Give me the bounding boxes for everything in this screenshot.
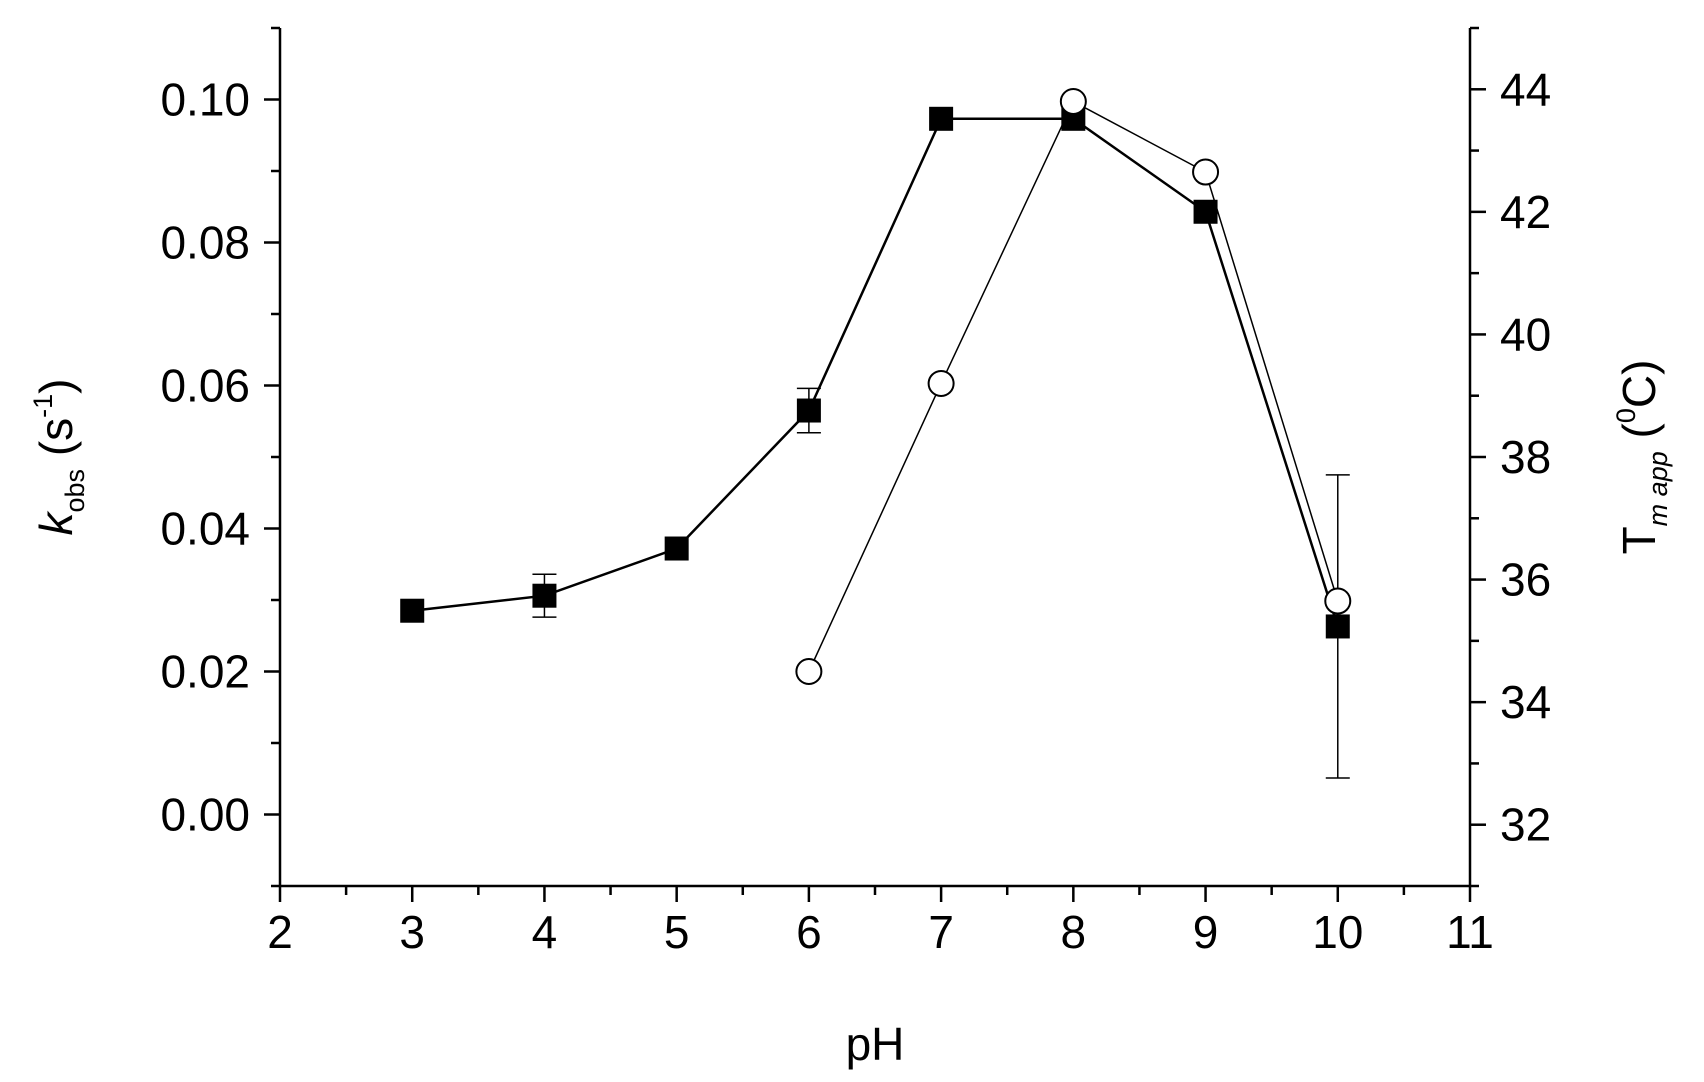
x-tick-label: 7 [928,906,954,958]
y-right-tick-label: 44 [1500,63,1551,115]
data-point-square [929,106,954,131]
x-tick-label: 6 [796,906,822,958]
data-point-square [400,598,425,623]
data-point-circle [1324,587,1352,615]
data-point-circle [1192,158,1220,186]
y-left-tick-label: 0.00 [160,789,250,841]
data-point-square [1193,199,1218,224]
x-tick-label: 9 [1193,906,1219,958]
x-tick-label: 2 [267,906,293,958]
y-right-axis-title: Tm app (0C) [1611,360,1673,555]
y-right-tick-label: 40 [1500,308,1551,360]
y-left-tick-label: 0.08 [160,217,250,269]
y-right-tick-label: 38 [1500,431,1551,483]
y-left-tick-label: 0.10 [160,74,250,126]
y-left-tick-label: 0.06 [160,360,250,412]
y-left-tick-label: 0.02 [160,646,250,698]
y-left-axis-title-text: kobs (s-1) [28,379,90,536]
y-left-tick-label: 0.04 [160,503,250,555]
data-point-square [532,583,557,608]
y-left-axis-title: kobs (s-1) [28,379,90,536]
data-point-square [664,536,689,561]
x-tick-label: 5 [664,906,690,958]
series-line-2 [808,100,1339,672]
data-point-circle [795,658,823,685]
data-point-square [796,398,821,423]
x-tick-label: 11 [1446,906,1494,958]
y-right-tick-label: 42 [1500,186,1551,238]
x-axis-title: pH [846,1018,905,1070]
x-tick-label: 8 [1061,906,1087,958]
y-right-axis-title-text: Tm app (0C) [1611,360,1673,555]
y-right-tick-label: 32 [1500,799,1551,851]
x-tick-label: 3 [399,906,425,958]
y-right-tick-label: 36 [1500,554,1551,606]
data-point-circle [927,369,955,397]
data-point-square [1325,614,1350,639]
y-right-tick-label: 34 [1500,676,1551,728]
data-point-circle [1059,88,1087,116]
x-tick-label: 4 [532,906,558,958]
series-line-1 [412,117,1339,627]
x-tick-label: 10 [1312,906,1363,958]
